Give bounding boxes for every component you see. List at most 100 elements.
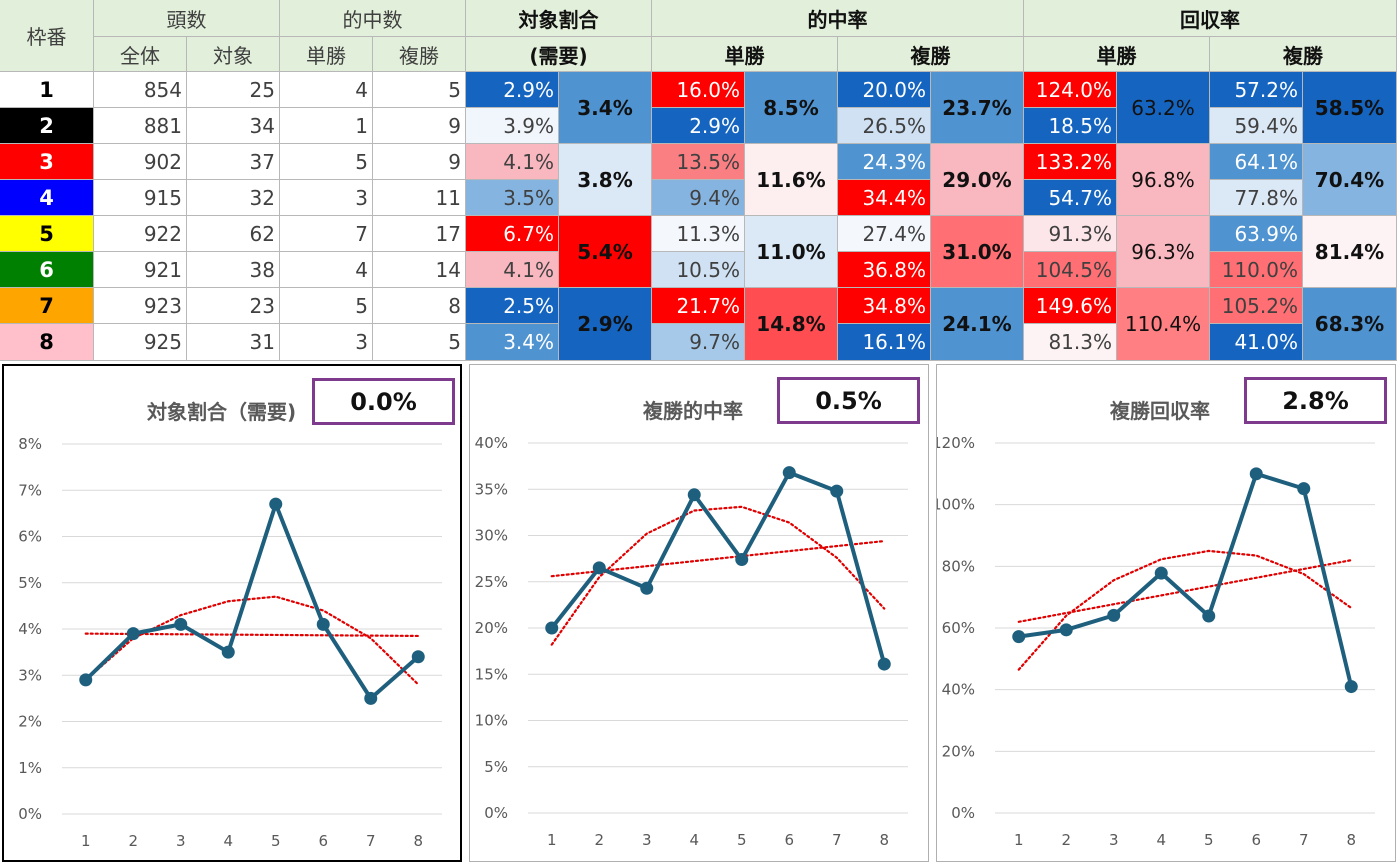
cell-ratio: 4.1% [466, 144, 559, 180]
series-line [1018, 471, 1354, 688]
hits-place: 5 [373, 72, 466, 108]
x-tick-label: 4 [223, 832, 233, 850]
header-tekichu-ritsu: 的中率 [652, 0, 1024, 37]
hits-place: 14 [373, 252, 466, 288]
x-tick-label: 1 [81, 832, 91, 850]
data-point [1012, 630, 1026, 644]
data-point [79, 673, 93, 687]
x-tick-label: 5 [737, 831, 747, 849]
cell-fuku-ret: 57.2% [1210, 72, 1303, 108]
x-tick-label: 7 [832, 831, 842, 849]
hits-win: 4 [280, 72, 373, 108]
count-target: 34 [187, 108, 280, 144]
hits-win: 3 [280, 180, 373, 216]
hits-place: 5 [373, 324, 466, 361]
y-tick-label: 40% [475, 434, 508, 452]
agg-ratio: 5.4% [559, 216, 652, 288]
y-tick-label: 4% [18, 620, 42, 638]
cell-fuku-ret: 110.0% [1210, 252, 1303, 288]
x-tick-label: 6 [318, 832, 328, 850]
count-total: 902 [94, 144, 187, 180]
chart-place-return-rate: 複勝回収率 2.8% 0% 20% 40% 60% 80% 100% 120% 1 2 3 4 5 6 7 8 [936, 364, 1396, 862]
data-point [782, 466, 796, 480]
hits-win: 5 [280, 144, 373, 180]
data-point [174, 617, 188, 631]
data-point [830, 484, 844, 498]
agg-tan-rate: 11.6% [745, 144, 838, 216]
cell-fuku-ret: 41.0% [1210, 324, 1303, 361]
hits-win: 5 [280, 288, 373, 324]
waku-number: 8 [0, 324, 94, 361]
x-tick-label: 2 [128, 832, 138, 850]
agg-ratio: 3.4% [559, 72, 652, 144]
waku-number: 3 [0, 144, 94, 180]
waku-number: 7 [0, 288, 94, 324]
cell-fuku-ret: 64.1% [1210, 144, 1303, 180]
count-target: 25 [187, 72, 280, 108]
hits-place: 9 [373, 144, 466, 180]
chart-badge: 0.0% [312, 378, 455, 425]
cell-fuku-rate: 27.4% [838, 216, 931, 252]
agg-fuku-ret: 68.3% [1303, 288, 1397, 361]
count-total: 854 [94, 72, 187, 108]
cell-fuku-ret: 105.2% [1210, 288, 1303, 324]
header-tansho: 単勝 [280, 37, 373, 72]
data-point [221, 645, 235, 659]
x-tick-label: 2 [1061, 831, 1071, 849]
header-juyo: (需要) [466, 37, 652, 72]
stats-table: 枠番 頭数 全体 対象 的中数 単勝 複勝 対象割合 (需要) 的中率 単勝 複勝 回収率 単勝 複勝 1 85… [0, 0, 1397, 361]
header-zentai: 全体 [94, 37, 187, 72]
cell-fuku-rate: 24.3% [838, 144, 931, 180]
x-tick-label: 5 [1204, 831, 1214, 849]
header-fukusho: 複勝 [373, 37, 466, 72]
header-tekichu-fukusho: 複勝 [838, 37, 1024, 72]
agg-fuku-ret: 58.5% [1303, 72, 1397, 144]
header-kaishu-ritsu: 回収率 [1024, 0, 1397, 37]
chart-title: 複勝回収率 [1110, 399, 1210, 423]
data-point [126, 627, 140, 641]
waku-number: 4 [0, 180, 94, 216]
cell-tan-rate: 13.5% [652, 144, 745, 180]
y-tick-label: 30% [475, 527, 508, 545]
waku-number: 1 [0, 72, 94, 108]
x-tick-label: 8 [1346, 831, 1356, 849]
header-tekichu-su: 的中数 [280, 0, 466, 37]
hits-win: 1 [280, 108, 373, 144]
data-point [269, 497, 283, 511]
x-tick-label: 1 [1014, 831, 1024, 849]
data-point [1297, 482, 1311, 496]
y-tick-label: 0% [18, 805, 42, 823]
x-tick-label: 3 [176, 832, 186, 850]
hits-win: 3 [280, 324, 373, 361]
agg-fuku-rate: 24.1% [931, 288, 1024, 361]
y-tick-label: 20% [475, 619, 508, 637]
cell-ratio: 6.7% [466, 216, 559, 252]
data-point [1154, 566, 1168, 580]
data-point [1249, 467, 1263, 481]
chart-place-hit-rate: 複勝的中率 0.5% 0% 5% 10% 15% 20% 25% 30% 35% 40% 1 2 3 4 5 6… [469, 364, 929, 862]
series-line [84, 502, 420, 701]
cell-ratio: 2.5% [466, 288, 559, 324]
header-wakuban: 枠番 [0, 0, 94, 72]
agg-fuku-ret: 70.4% [1303, 144, 1397, 216]
data-point [687, 488, 701, 502]
chart-badge: 0.5% [777, 377, 920, 424]
cell-tan-rate: 10.5% [652, 252, 745, 288]
y-tick-label: 3% [18, 666, 42, 684]
cell-fuku-rate: 34.4% [838, 180, 931, 216]
hits-place: 9 [373, 108, 466, 144]
agg-tan-ret: 96.8% [1117, 144, 1210, 216]
cell-tan-rate: 2.9% [652, 108, 745, 144]
y-tick-label: 5% [484, 758, 508, 776]
waku-number: 2 [0, 108, 94, 144]
y-tick-label: 60% [942, 619, 975, 637]
agg-tan-rate: 11.0% [745, 216, 838, 288]
x-tick-label: 6 [784, 831, 794, 849]
x-tick-label: 6 [1251, 831, 1261, 849]
hits-win: 7 [280, 216, 373, 252]
cell-tan-ret: 124.0% [1024, 72, 1117, 108]
y-tick-label: 15% [475, 665, 508, 683]
cell-ratio: 2.9% [466, 72, 559, 108]
x-tick-label: 8 [413, 832, 423, 850]
hits-place: 11 [373, 180, 466, 216]
